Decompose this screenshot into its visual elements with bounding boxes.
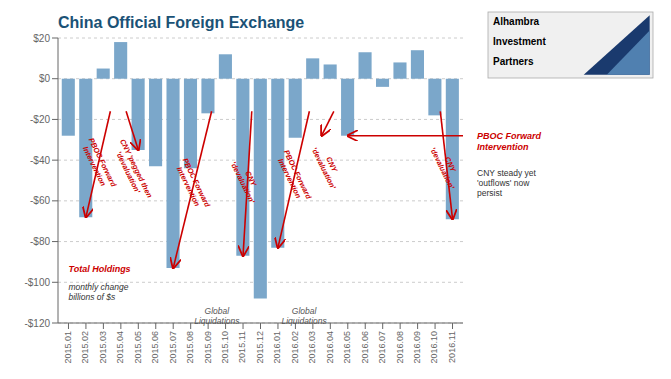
- svg-text:2015.05: 2015.05: [133, 331, 143, 364]
- svg-text:2016.10: 2016.10: [429, 331, 439, 364]
- svg-text:$0: $0: [39, 73, 51, 84]
- svg-text:Total Holdings: Total Holdings: [68, 264, 130, 274]
- svg-text:2015.02: 2015.02: [80, 331, 90, 364]
- svg-text:2015.03: 2015.03: [98, 331, 108, 364]
- svg-text:2016.11: 2016.11: [447, 331, 457, 363]
- svg-text:CNY'devaluation': CNY'devaluation': [428, 142, 464, 191]
- svg-text:2016.08: 2016.08: [395, 331, 405, 364]
- svg-text:China Official Foreign Exchang: China Official Foreign Exchange: [58, 14, 304, 31]
- svg-text:2015.10: 2015.10: [220, 331, 230, 364]
- svg-text:monthly changebillions of $s: monthly changebillions of $s: [68, 282, 128, 302]
- svg-text:Investment: Investment: [493, 36, 546, 47]
- svg-text:-$20: -$20: [30, 114, 50, 125]
- svg-text:2015.04: 2015.04: [115, 331, 125, 364]
- svg-text:2015.11: 2015.11: [237, 331, 247, 363]
- svg-text:2015.06: 2015.06: [150, 331, 160, 364]
- svg-text:$20: $20: [33, 33, 50, 44]
- svg-text:2015.09: 2015.09: [203, 331, 213, 364]
- svg-text:CNY steady yet'outflows' nowpe: CNY steady yet'outflows' nowpersist: [477, 168, 537, 198]
- svg-text:CNY'devaluation': CNY'devaluation': [229, 156, 265, 205]
- svg-text:GlobalLiquidations: GlobalLiquidations: [281, 306, 327, 326]
- svg-text:2016.02: 2016.02: [290, 331, 300, 364]
- svg-text:Alhambra: Alhambra: [493, 16, 540, 27]
- svg-text:2015.01: 2015.01: [63, 331, 73, 364]
- svg-text:2015.08: 2015.08: [185, 331, 195, 364]
- svg-text:PBOC ForwardIntervention: PBOC ForwardIntervention: [173, 157, 213, 213]
- svg-text:PBOC ForwardIntervention: PBOC ForwardIntervention: [274, 149, 314, 205]
- svg-text:2016.09: 2016.09: [412, 331, 422, 364]
- svg-text:-$100: -$100: [24, 277, 50, 288]
- svg-text:2016.05: 2016.05: [342, 331, 352, 364]
- svg-text:-$60: -$60: [30, 195, 50, 206]
- svg-text:2015.12: 2015.12: [255, 331, 265, 364]
- svg-text:PBOC ForwardIntervention: PBOC ForwardIntervention: [79, 136, 119, 192]
- svg-text:2015.07: 2015.07: [168, 331, 178, 364]
- svg-text:-$40: -$40: [30, 155, 50, 166]
- svg-text:2016.07: 2016.07: [377, 331, 387, 364]
- svg-text:CNY'devaluation': CNY'devaluation': [310, 142, 346, 191]
- svg-text:2016.04: 2016.04: [325, 331, 335, 364]
- svg-text:-$120: -$120: [24, 318, 50, 329]
- svg-text:2016.03: 2016.03: [307, 331, 317, 364]
- svg-text:-$80: -$80: [30, 236, 50, 247]
- svg-text:CNY 'pegged then'devaluation': CNY 'pegged then'devaluation': [110, 138, 154, 204]
- svg-text:Partners: Partners: [493, 56, 534, 67]
- svg-text:PBOC ForwardIntervention: PBOC ForwardIntervention: [477, 131, 542, 152]
- svg-text:GlobalLiquidations: GlobalLiquidations: [194, 306, 240, 326]
- svg-text:2016.06: 2016.06: [360, 331, 370, 364]
- svg-text:2016.01: 2016.01: [272, 331, 282, 364]
